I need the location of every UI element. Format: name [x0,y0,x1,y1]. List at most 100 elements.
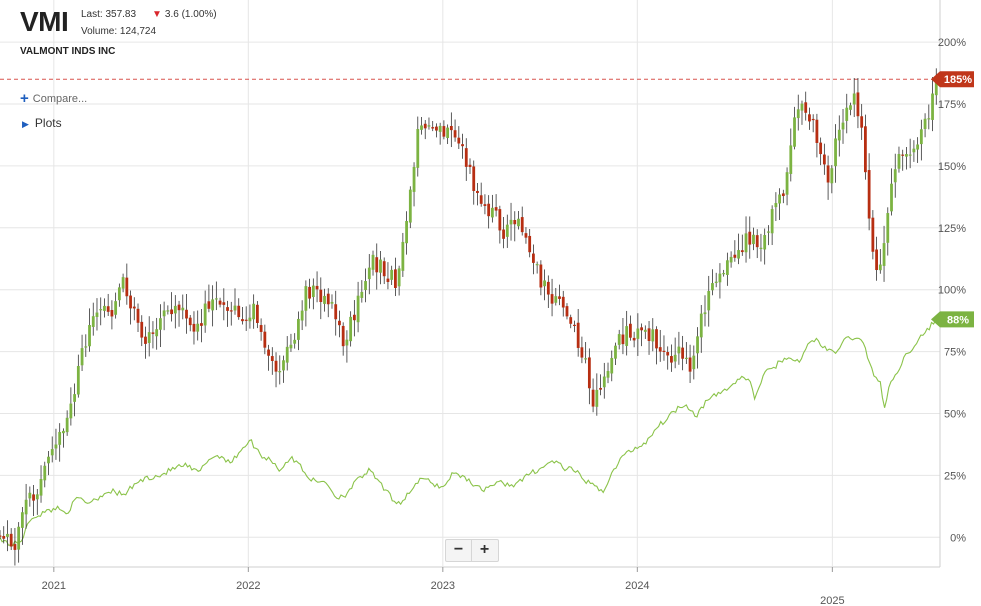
candle-body [50,449,54,456]
candle-body [274,360,278,372]
y-tick-label: 50% [944,408,966,420]
y-tick-label: 100% [938,285,966,297]
candle-body [681,347,685,359]
candle-body [6,533,9,537]
x-tick-label: 2023 [431,580,455,592]
candle-body [267,349,270,356]
zoom-controls: − + [445,539,499,562]
candle-body [897,153,901,169]
y-tick-label: 75% [944,347,966,359]
zoom-in-button[interactable]: + [479,541,490,558]
candle-body [129,295,132,309]
candle-body [248,317,252,322]
candle-body [696,336,699,354]
candle-body [386,278,390,282]
volume: Volume: 124,724 [81,26,157,37]
candle-body [934,79,938,96]
candle-body [819,142,823,155]
zoom-out-button[interactable]: − [446,540,472,561]
candle-body [498,209,502,231]
candle-body [543,280,547,287]
candle-body [80,348,84,366]
end-badges: 185% 88% [931,71,974,328]
candle-body [822,154,826,165]
candle-body [416,128,420,168]
candle-body [826,165,830,183]
triangle-right-icon: ▶ [22,119,29,129]
candle-body [423,123,427,129]
company-name: VALMONT INDS INC [20,46,116,57]
candle-body [2,535,6,539]
candle-body [509,219,513,225]
candle-body [901,154,905,156]
candle-body [207,301,211,309]
main-series-badge-label: 185% [944,74,972,86]
candle-body [341,325,345,347]
candle-body [147,332,151,343]
candle-body [427,125,431,127]
candle-body [65,417,69,433]
candle-body [393,269,397,289]
candle-body [811,118,815,121]
candle-body [763,235,767,250]
candle-body [222,302,226,305]
candle-body [9,533,13,547]
price-change: ▼ 3.6 (1.00%) [152,9,217,20]
candle-body [546,281,550,295]
candle-body [647,328,651,341]
candle-body [229,310,233,312]
x-tick-label: 2024 [625,580,649,592]
candle-body [338,320,341,326]
candle-body [479,195,483,204]
candle-body [218,300,222,305]
y-tick-label: 150% [938,161,966,173]
candle-body [200,323,203,326]
ticker-symbol: VMI [20,6,69,37]
candle-body [871,217,875,252]
candle-body [375,257,379,273]
candle-body [345,339,349,346]
candle-body [628,323,632,338]
candle-body [513,220,517,225]
candle-body [684,357,688,359]
candle-body [158,318,162,330]
candle-body [435,126,438,131]
candle-body [565,306,569,317]
candle-body [476,190,479,194]
candle-body [117,287,121,301]
candle-body [453,130,457,138]
candle-body [91,316,95,327]
candlestick-series [0,68,938,566]
candle-body [793,117,796,147]
candle-body [304,286,308,311]
candle-body [252,303,256,320]
y-tick-label: 0% [950,532,966,544]
candle-body [76,365,80,395]
compare-button[interactable]: + Compare... [20,90,87,107]
plots-toggle[interactable]: ▶ Plots [22,116,62,130]
candle-body [356,295,360,323]
candle-body [188,317,192,326]
candle-body [912,148,916,153]
candle-body [379,259,382,273]
candle-body [852,93,856,105]
benchmark-line [0,319,937,547]
candle-body [890,183,893,212]
candle-body [789,145,793,174]
candle-body [334,304,338,320]
candle-body [282,360,285,371]
candle-body [755,235,759,248]
candle-body [804,102,808,113]
candle-body [658,347,662,352]
benchmark-series [0,319,937,547]
candle-body [95,312,99,317]
candle-body [255,304,259,323]
candle-body [834,138,837,167]
candle-body [24,499,28,515]
candle-body [47,456,50,464]
candle-body [778,194,782,204]
candle-body [289,344,293,349]
candle-body [625,326,629,346]
benchmark-series-badge-label: 88% [947,314,969,326]
